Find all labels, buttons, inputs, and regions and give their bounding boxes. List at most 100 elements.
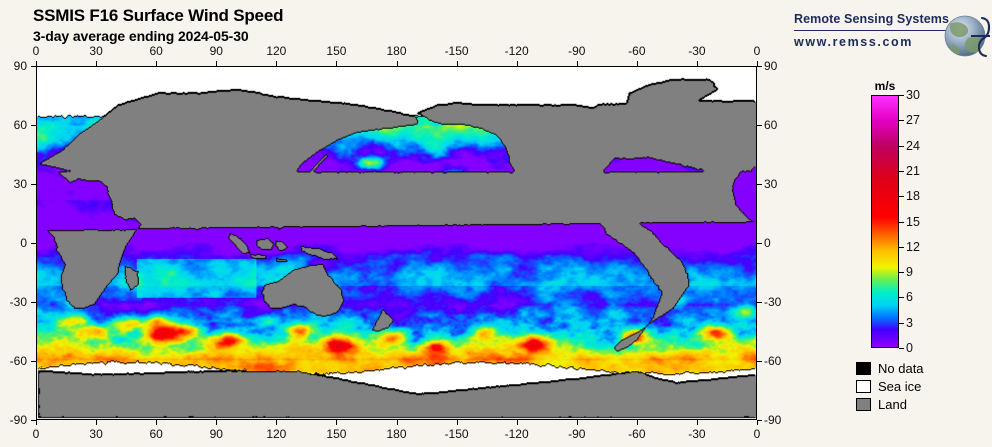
colorbar-tick [899, 221, 904, 223]
colorbar-tick [899, 322, 904, 324]
legend-item-sea-ice: Sea ice [856, 379, 986, 394]
colorbar-tick [899, 348, 904, 349]
label-lat-left: -60 [9, 354, 27, 368]
label-lon-top: 150 [326, 44, 347, 58]
legend-item-land: Land [856, 397, 986, 412]
label-lon-bottom: 120 [266, 427, 287, 441]
tick-lat-right [757, 361, 762, 362]
tick-lon-top [216, 61, 218, 66]
label-lat-left: -90 [9, 413, 27, 427]
tick-lon-bottom [36, 420, 37, 425]
tick-lon-top [576, 61, 578, 66]
tick-lat-right [757, 302, 762, 303]
colorbar-tick [899, 297, 904, 299]
tick-lat-left [31, 361, 36, 362]
label-lat-left: 0 [20, 236, 27, 250]
colorbar-tick-label: 21 [906, 163, 920, 178]
logo-website-url: www.remss.com [794, 35, 913, 49]
tick-lon-bottom [216, 420, 218, 425]
tick-lon-top [516, 61, 518, 66]
colorbar-gradient [872, 96, 898, 347]
tick-lat-left [31, 184, 36, 185]
label-lon-top: 60 [149, 44, 163, 58]
tick-lat-right [757, 66, 762, 67]
legend-label-land: Land [878, 397, 907, 412]
colorbar-tick-label: 3 [906, 315, 913, 330]
tick-lon-top [336, 61, 338, 66]
label-lon-bottom: -120 [504, 427, 529, 441]
tick-lon-bottom [276, 420, 278, 425]
label-lon-top: 180 [386, 44, 407, 58]
remss-logo[interactable]: Remote Sensing Systems www.remss.com [790, 8, 991, 66]
label-lat-right: 90 [764, 59, 778, 73]
label-lon-top: -60 [628, 44, 646, 58]
colorbar-tick-label: 30 [906, 88, 920, 102]
label-lon-bottom: 180 [386, 427, 407, 441]
tick-lat-right [757, 243, 762, 244]
label-lat-left: -30 [9, 295, 27, 309]
legend-swatch-sea-ice [856, 380, 871, 393]
legend-swatch-land [856, 398, 871, 411]
legend-item-no-data: No data [856, 361, 986, 376]
tick-lon-bottom [336, 420, 338, 425]
tick-lon-top [36, 61, 37, 66]
tick-lon-top [156, 61, 158, 66]
colorbar-tick-label: 6 [906, 290, 913, 305]
tick-lat-right [757, 420, 762, 421]
label-lon-bottom: 0 [753, 427, 761, 441]
legend-label-no-data: No data [878, 361, 924, 376]
logo-organization-name: Remote Sensing Systems [794, 12, 950, 26]
page-subtitle: 3-day average ending 2024-05-30 [33, 28, 249, 44]
colorbar-tick [899, 196, 904, 198]
tick-lon-top [276, 61, 278, 66]
tick-lon-bottom [516, 420, 518, 425]
tick-lon-top [757, 61, 758, 66]
legend-swatch-no-data [856, 362, 871, 375]
globe-icon [944, 15, 991, 58]
label-lon-top: 0 [32, 44, 40, 58]
tick-lon-bottom [696, 420, 698, 425]
label-lon-top: -120 [504, 44, 529, 58]
tick-lat-right [757, 125, 762, 126]
map-legend: No data Sea ice Land [856, 361, 986, 415]
label-lon-bottom: -90 [568, 427, 586, 441]
tick-lon-bottom [156, 420, 158, 425]
colorbar-tick [899, 145, 904, 147]
label-lon-bottom: -60 [628, 427, 646, 441]
label-lat-right: -90 [764, 413, 782, 427]
label-lon-bottom: 90 [209, 427, 223, 441]
label-lat-right: 60 [764, 118, 778, 132]
label-lat-right: -60 [764, 354, 782, 368]
label-lon-top: -150 [444, 44, 469, 58]
colorbar-tick [899, 246, 904, 248]
colorbar-tick [899, 272, 904, 274]
label-lon-top: -90 [568, 44, 586, 58]
colorbar-tick [899, 170, 904, 172]
label-lon-bottom: 0 [32, 427, 40, 441]
tick-lon-bottom [456, 420, 458, 425]
tick-lon-bottom [576, 420, 578, 425]
tick-lon-bottom [96, 420, 98, 425]
label-lat-left: 30 [13, 177, 27, 191]
tick-lon-top [456, 61, 458, 66]
label-lat-left: 60 [13, 118, 27, 132]
logo-divider [794, 30, 946, 31]
tick-lat-left [31, 302, 36, 303]
tick-lon-bottom [396, 420, 398, 425]
tick-lat-left [31, 243, 36, 244]
label-lon-top: 30 [89, 44, 103, 58]
tick-lon-top [396, 61, 398, 66]
label-lat-right: -30 [764, 295, 782, 309]
colorbar-tick-label: 15 [906, 214, 920, 229]
label-lat-left: 90 [13, 59, 27, 73]
colorbar-tick-label: 24 [906, 138, 920, 153]
label-lon-bottom: -30 [688, 427, 706, 441]
label-lon-top: 90 [209, 44, 223, 58]
colorbar-tick-label: 18 [906, 189, 920, 204]
tick-lat-right [757, 184, 762, 185]
tick-lon-top [696, 61, 698, 66]
wind-speed-map[interactable] [36, 66, 757, 420]
tick-lon-top [96, 61, 98, 66]
colorbar[interactable] [871, 95, 899, 348]
label-lon-bottom: 150 [326, 427, 347, 441]
